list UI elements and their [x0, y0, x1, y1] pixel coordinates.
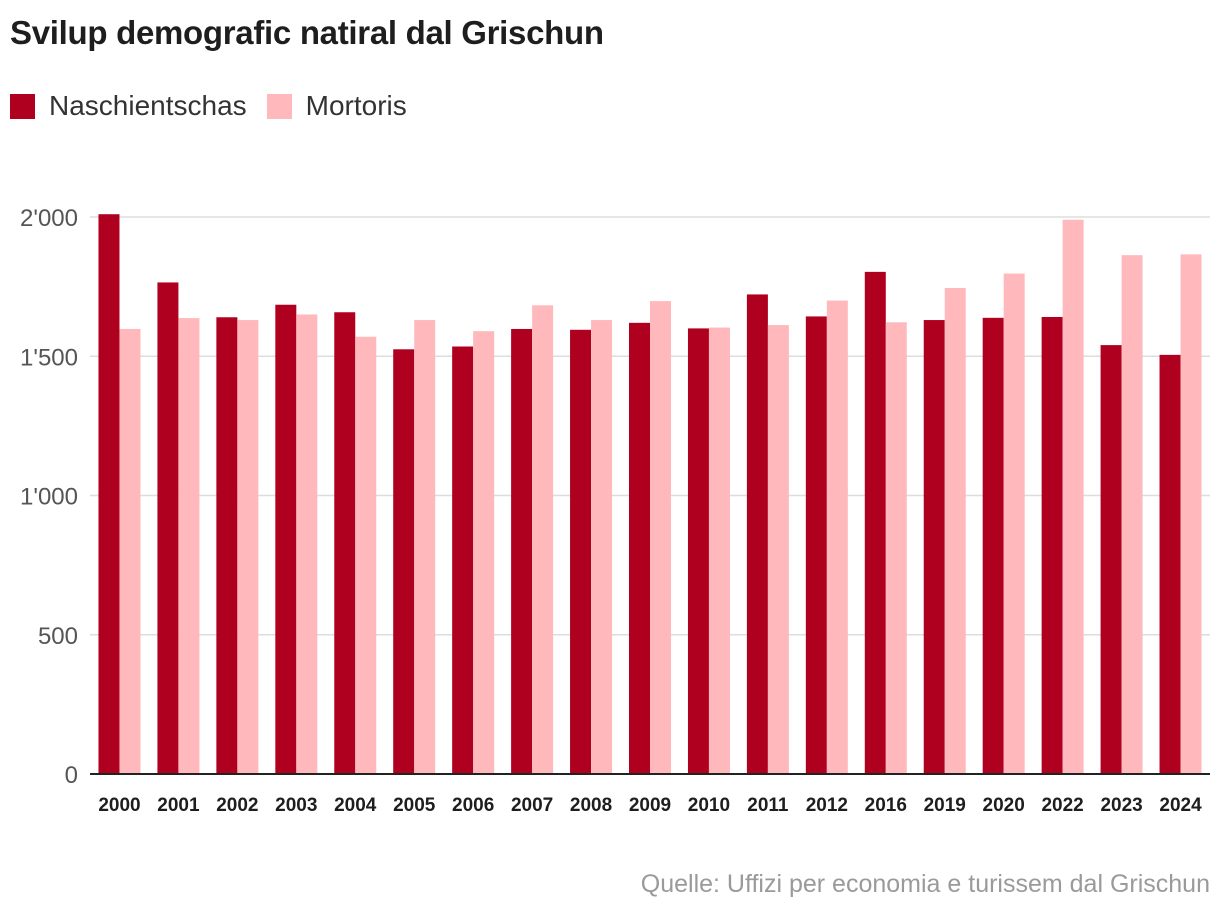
bar-births: [275, 304, 297, 774]
x-tick-label: 2019: [924, 795, 966, 816]
bar-births: [157, 282, 179, 774]
bar-deaths: [591, 320, 613, 774]
bar-deaths: [1180, 254, 1202, 775]
x-tick-label: 2003: [275, 795, 317, 816]
x-tick-label: 2006: [452, 795, 494, 816]
x-tick-label: 2023: [1100, 795, 1142, 816]
legend: Naschientschas Mortoris: [10, 90, 427, 122]
source-note: Quelle: Uffizi per economia e turissem d…: [640, 870, 1210, 898]
x-tick-label: 2008: [570, 795, 612, 816]
bar-deaths: [650, 301, 671, 774]
legend-item-deaths: Mortoris: [266, 90, 407, 122]
x-tick-label: 2016: [865, 795, 907, 816]
x-tick-label: 2022: [1041, 795, 1083, 816]
bar-births: [570, 329, 592, 774]
y-tick-label: 1'500: [20, 344, 78, 371]
bar-deaths: [178, 318, 200, 774]
bar-births: [923, 320, 945, 774]
x-tick-label: 2020: [983, 795, 1025, 816]
bar-deaths: [355, 336, 377, 774]
bar-deaths: [767, 325, 789, 774]
bar-births: [746, 294, 768, 774]
bar-deaths: [414, 320, 436, 774]
y-tick-label: 0: [65, 762, 78, 789]
x-tick-label: 2005: [393, 795, 436, 816]
bar-deaths: [237, 320, 259, 774]
bar-deaths: [119, 328, 141, 774]
y-tick-label: 2'000: [20, 205, 78, 232]
bar-deaths: [1003, 273, 1025, 774]
x-tick-label: 2012: [806, 795, 848, 816]
bar-births: [1159, 354, 1181, 774]
bar-births: [1100, 345, 1122, 774]
bar-births: [216, 317, 238, 774]
bar-deaths: [708, 327, 730, 774]
y-tick-label: 1'000: [20, 484, 78, 511]
legend-item-births: Naschientschas: [10, 90, 247, 122]
bar-chart: 0 500 1'000 1'500 2'000 2000 2001 2002 2003 2004 2…: [20, 205, 1210, 816]
x-tick-label: 2010: [688, 795, 730, 816]
chart-title: Svilup demografic natiral dal Grischun: [10, 14, 604, 51]
bar-deaths: [296, 314, 318, 774]
y-tick-label: 500: [38, 623, 78, 650]
bar-deaths: [826, 300, 848, 774]
bar-births: [864, 271, 886, 774]
x-tick-label: 2011: [747, 795, 789, 816]
bar-deaths: [1062, 219, 1084, 774]
bar-births: [511, 328, 533, 774]
bar-births: [805, 316, 827, 774]
x-tick-label: 2000: [98, 795, 140, 816]
bar-births: [334, 312, 356, 774]
bar-births: [98, 214, 120, 775]
bar-deaths: [473, 331, 495, 774]
x-tick-label: 2002: [216, 795, 258, 816]
bar-births: [393, 349, 415, 774]
bar-deaths: [532, 305, 554, 774]
x-tick-label: 2024: [1159, 795, 1202, 816]
bar-births: [982, 317, 1004, 774]
bar-births: [452, 346, 474, 774]
x-tick-label: 2001: [157, 795, 200, 816]
bar-births: [687, 328, 709, 774]
legend-swatch-deaths: [266, 93, 292, 119]
x-tick-label: 2004: [334, 795, 377, 816]
legend-label-births: Naschientschas: [49, 90, 247, 121]
bar-deaths: [1121, 255, 1143, 775]
legend-swatch-births: [10, 93, 35, 119]
bar-births: [1041, 316, 1063, 774]
bar-deaths: [944, 288, 966, 774]
legend-label-deaths: Mortoris: [305, 90, 407, 121]
x-tick-label: 2009: [629, 795, 671, 816]
x-tick-label: 2007: [511, 795, 553, 816]
bar-deaths: [885, 322, 907, 774]
bar-births: [629, 322, 650, 774]
